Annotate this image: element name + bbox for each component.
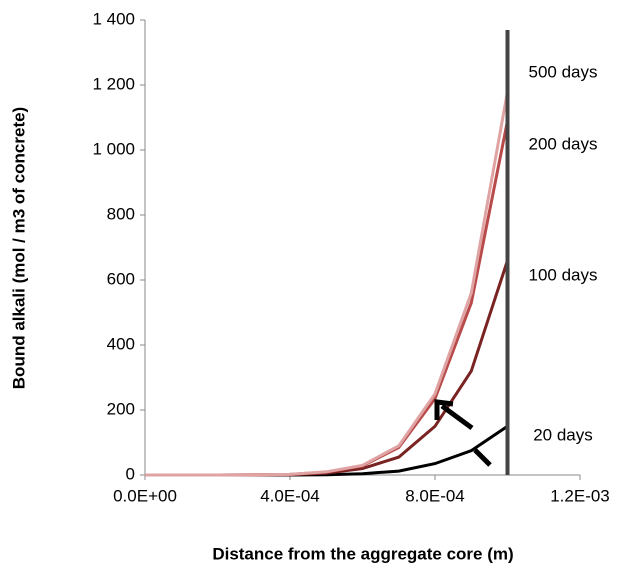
arrow-head [434, 399, 454, 420]
series-line [145, 91, 509, 477]
y-tick-label: 0 [126, 464, 135, 483]
series-label: 20 days [533, 425, 593, 444]
y-axis-title: Bound alkali (mol / m3 of concrete) [9, 107, 28, 389]
series-label: 100 days [529, 265, 598, 284]
series-label: 200 days [529, 134, 598, 153]
x-axis-title: Distance from the aggregate core (m) [212, 544, 513, 563]
x-tick-label: 8.0E-04 [405, 486, 465, 505]
arrows [434, 399, 492, 467]
y-tick-label: 600 [107, 269, 135, 288]
x-tick-label: 1.2E-03 [550, 486, 610, 505]
y-tick-label: 400 [107, 334, 135, 353]
y-tick-label: 200 [107, 399, 135, 418]
x-tick-label: 0.0E+00 [113, 486, 177, 505]
arrow-tail [473, 448, 492, 467]
y-tick-label: 1 400 [92, 9, 135, 28]
series-line [145, 120, 509, 477]
arrow-shaft [440, 403, 474, 431]
y-tick-label: 1 200 [92, 74, 135, 93]
y-tick-label: 1 000 [92, 139, 135, 158]
series-line [145, 260, 509, 477]
series-line [145, 425, 509, 477]
series-label: 500 days [529, 62, 598, 81]
x-tick-label: 4.0E-04 [260, 486, 320, 505]
y-tick-label: 800 [107, 204, 135, 223]
